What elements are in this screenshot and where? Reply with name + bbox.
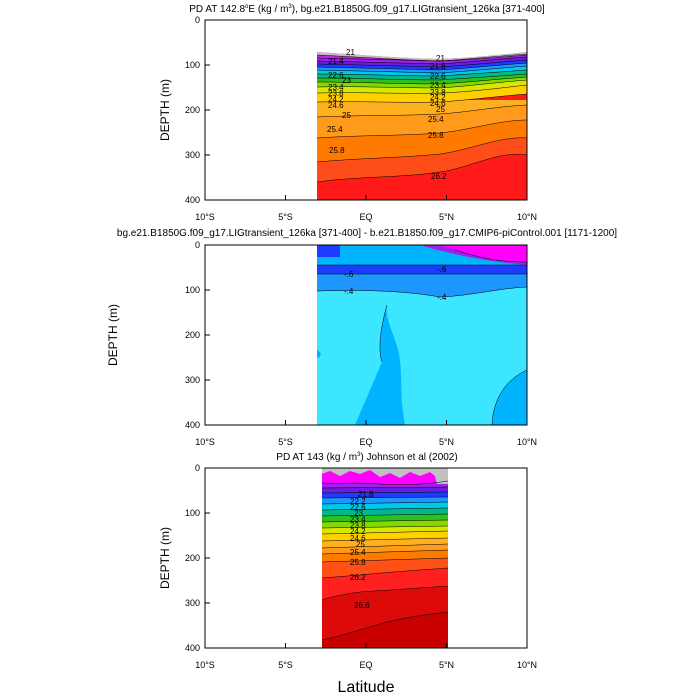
x-tick-label: 10°N (517, 660, 537, 670)
panel-2-contour-labels: -.6 -.6 -.4 -.4 (344, 265, 447, 302)
contour-label: 22.6 (430, 72, 446, 81)
x-tick-label: 5°N (439, 212, 454, 222)
x-tick-label: 5°N (439, 660, 454, 670)
y-tick-label: 200 (185, 553, 200, 563)
contour-label: 25.4 (350, 548, 366, 557)
y-tick-label: 0 (195, 463, 200, 473)
contour-label: 24.6 (430, 99, 446, 108)
y-tick-label: 100 (185, 508, 200, 518)
y-tick-label: 400 (185, 643, 200, 653)
contour-label: 23 (354, 509, 363, 518)
contour-label: 21.8 (358, 490, 374, 499)
y-tick-label: 0 (195, 15, 200, 25)
contour-label: 23 (342, 76, 351, 85)
contour-label: 21 (346, 48, 355, 57)
panel-1-contour-labels: 21 21.4 22.6 23 23.4 23.8 24.2 24.6 25 2… (327, 48, 447, 181)
y-tick-label: 100 (185, 285, 200, 295)
contour-label: 23.8 (328, 89, 344, 98)
contour-label: 21.4 (328, 57, 344, 66)
contour-label: 26.6 (354, 601, 370, 610)
panel-2: bg.e21.B1850G.f09_g17.LIGtransient_126ka… (106, 228, 617, 447)
panel-2-y-axis-label: DEPTH (m) (106, 304, 120, 366)
y-tick-label: 400 (185, 195, 200, 205)
y-tick-label: 300 (185, 150, 200, 160)
x-tick-label: 10°N (517, 212, 537, 222)
y-tick-label: 400 (185, 420, 200, 430)
panel-1-axes: 0 100 200 300 400 10°S 5°S EQ 5°N 10°N D… (158, 15, 537, 222)
contour-label: 25 (342, 111, 351, 120)
contour-label: -.6 (344, 270, 354, 279)
contour-label: 23.4 (430, 81, 446, 90)
contour-label: 24.2 (328, 95, 344, 104)
panel-3-contour-labels: 21.8 22.2 22.6 23 23.4 23.8 24.2 24.6 25… (350, 490, 374, 610)
y-tick-label: 0 (195, 240, 200, 250)
contour-label: -.4 (437, 293, 447, 302)
y-tick-label: 300 (185, 375, 200, 385)
contour-label: 22.6 (328, 71, 344, 80)
y-tick-label: 200 (185, 330, 200, 340)
contour-label: 24.2 (430, 93, 446, 102)
panel-3-axes: 0 100 200 300 400 10°S 5°S EQ 5°N 10°N D… (158, 463, 537, 670)
panel-2-contour-fill (317, 245, 527, 425)
panel-1-contour-fill (317, 20, 527, 200)
contour-label: 24.2 (350, 527, 366, 536)
panel-3-y-axis-label: DEPTH (m) (158, 527, 172, 589)
contour-label: -.4 (344, 287, 354, 296)
panel-2-title: bg.e21.B1850G.f09_g17.LIGtransient_126ka… (117, 228, 617, 239)
contour-label: 21 (436, 54, 445, 63)
contour-label: 22.2 (350, 497, 366, 506)
panel-1: PD AT 142.8oE (kg / m3), bg.e21.B1850G.f… (158, 4, 545, 222)
contour-label: 25.8 (428, 131, 444, 140)
panel-3-contour-fill (322, 468, 448, 648)
contour-label: 23.8 (350, 521, 366, 530)
x-tick-label: 5°S (278, 437, 293, 447)
panel-3: PD AT 143 (kg / m3) Johnson et al (2002) (158, 452, 537, 670)
contour-label: -.6 (437, 265, 447, 274)
contour-label: 24.6 (350, 534, 366, 543)
contour-label: 25.4 (428, 115, 444, 124)
contour-label: 26.2 (350, 573, 366, 582)
panel-1-title: PD AT 142.8oE (kg / m3), bg.e21.B1850G.f… (189, 4, 545, 15)
contour-label: 26.2 (431, 172, 447, 181)
x-tick-label: 10°N (517, 437, 537, 447)
x-tick-label: 5°S (278, 660, 293, 670)
y-tick-label: 100 (185, 60, 200, 70)
contour-label: 23.8 (430, 88, 446, 97)
contour-label: 25 (436, 105, 445, 114)
x-tick-label: 10°S (195, 437, 215, 447)
contour-label: 21.8 (430, 62, 446, 71)
x-tick-label: EQ (359, 212, 372, 222)
panel-2-axes: 0 100 200 300 400 10°S 5°S EQ 5°N 10°N D… (106, 240, 537, 447)
panel-3-title: PD AT 143 (kg / m3) Johnson et al (2002) (276, 452, 457, 463)
contour-label: 25 (356, 540, 365, 549)
contour-label: 24.6 (328, 101, 344, 110)
x-tick-label: 10°S (195, 212, 215, 222)
x-axis-label: Latitude (338, 679, 395, 696)
x-tick-label: 10°S (195, 660, 215, 670)
x-tick-label: EQ (359, 437, 372, 447)
y-tick-label: 300 (185, 598, 200, 608)
contour-label: 25.8 (350, 558, 366, 567)
x-tick-label: 5°N (439, 437, 454, 447)
x-tick-label: EQ (359, 660, 372, 670)
contour-label: 22.6 (350, 503, 366, 512)
panel-1-y-axis-label: DEPTH (m) (158, 79, 172, 141)
contour-label: 25.4 (327, 125, 343, 134)
contour-label: 23.4 (328, 83, 344, 92)
contour-label: 25.8 (329, 146, 345, 155)
y-tick-label: 200 (185, 105, 200, 115)
x-tick-label: 5°S (278, 212, 293, 222)
contour-label: 23.4 (350, 515, 366, 524)
